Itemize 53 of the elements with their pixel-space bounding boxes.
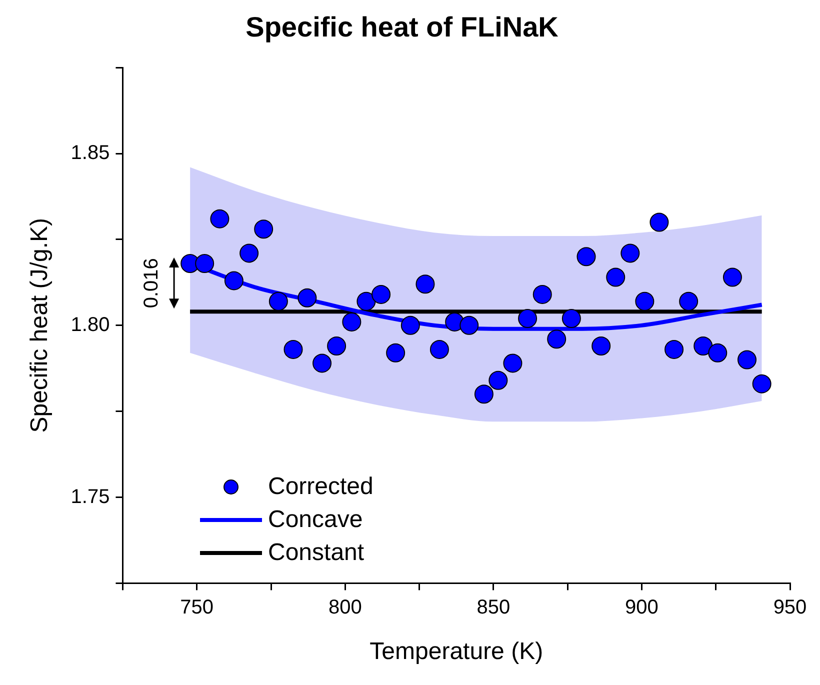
point: [268, 292, 288, 311]
point: [460, 316, 479, 335]
chart-title: Specific heat of FLiNaK: [246, 12, 558, 43]
point: [312, 354, 332, 373]
point: [635, 292, 654, 311]
legend-label: Concave: [268, 506, 363, 534]
annotation: 0.016: [140, 258, 163, 308]
x-tick-label: 900: [625, 596, 658, 619]
point: [400, 316, 420, 335]
point: [240, 244, 259, 263]
point: [327, 336, 346, 356]
point: [416, 274, 435, 294]
point: [372, 284, 391, 304]
point: [298, 288, 317, 308]
point: [752, 374, 772, 394]
point: [679, 292, 698, 311]
point: [562, 309, 581, 328]
y-axis-title: Specific heat (J/g.K): [26, 218, 54, 433]
point: [503, 354, 522, 373]
point: [547, 330, 566, 349]
point: [488, 370, 508, 390]
point: [430, 340, 449, 359]
x-tick-label: 750: [180, 596, 214, 619]
point: [474, 384, 494, 404]
y-tick-label: 1.80: [70, 314, 110, 336]
point: [342, 312, 362, 332]
point: [650, 212, 669, 232]
point: [195, 254, 214, 274]
point: [708, 343, 728, 362]
point: [284, 340, 303, 359]
point: [664, 340, 684, 359]
point: [576, 247, 596, 266]
x-tick-label: 950: [773, 596, 807, 619]
point: [224, 271, 244, 290]
point: [592, 336, 611, 356]
point: [386, 343, 406, 362]
y-tick-label: 1.75: [70, 486, 110, 508]
point: [518, 309, 538, 328]
point: [694, 336, 713, 356]
point: [620, 244, 640, 263]
point: [210, 209, 230, 228]
point: [356, 292, 376, 311]
point: [606, 268, 626, 287]
x-tick-label: 800: [328, 596, 362, 619]
point: [532, 284, 552, 304]
x-tick-label: 850: [476, 596, 510, 619]
legend-label: Corrected: [268, 472, 374, 500]
point: [722, 268, 742, 287]
y-tick-label: 1.85: [70, 142, 110, 164]
legend-label: Constant: [268, 538, 364, 566]
point: [738, 350, 756, 370]
x-axis-title: Temperature (K): [370, 638, 544, 666]
point: [254, 220, 274, 239]
